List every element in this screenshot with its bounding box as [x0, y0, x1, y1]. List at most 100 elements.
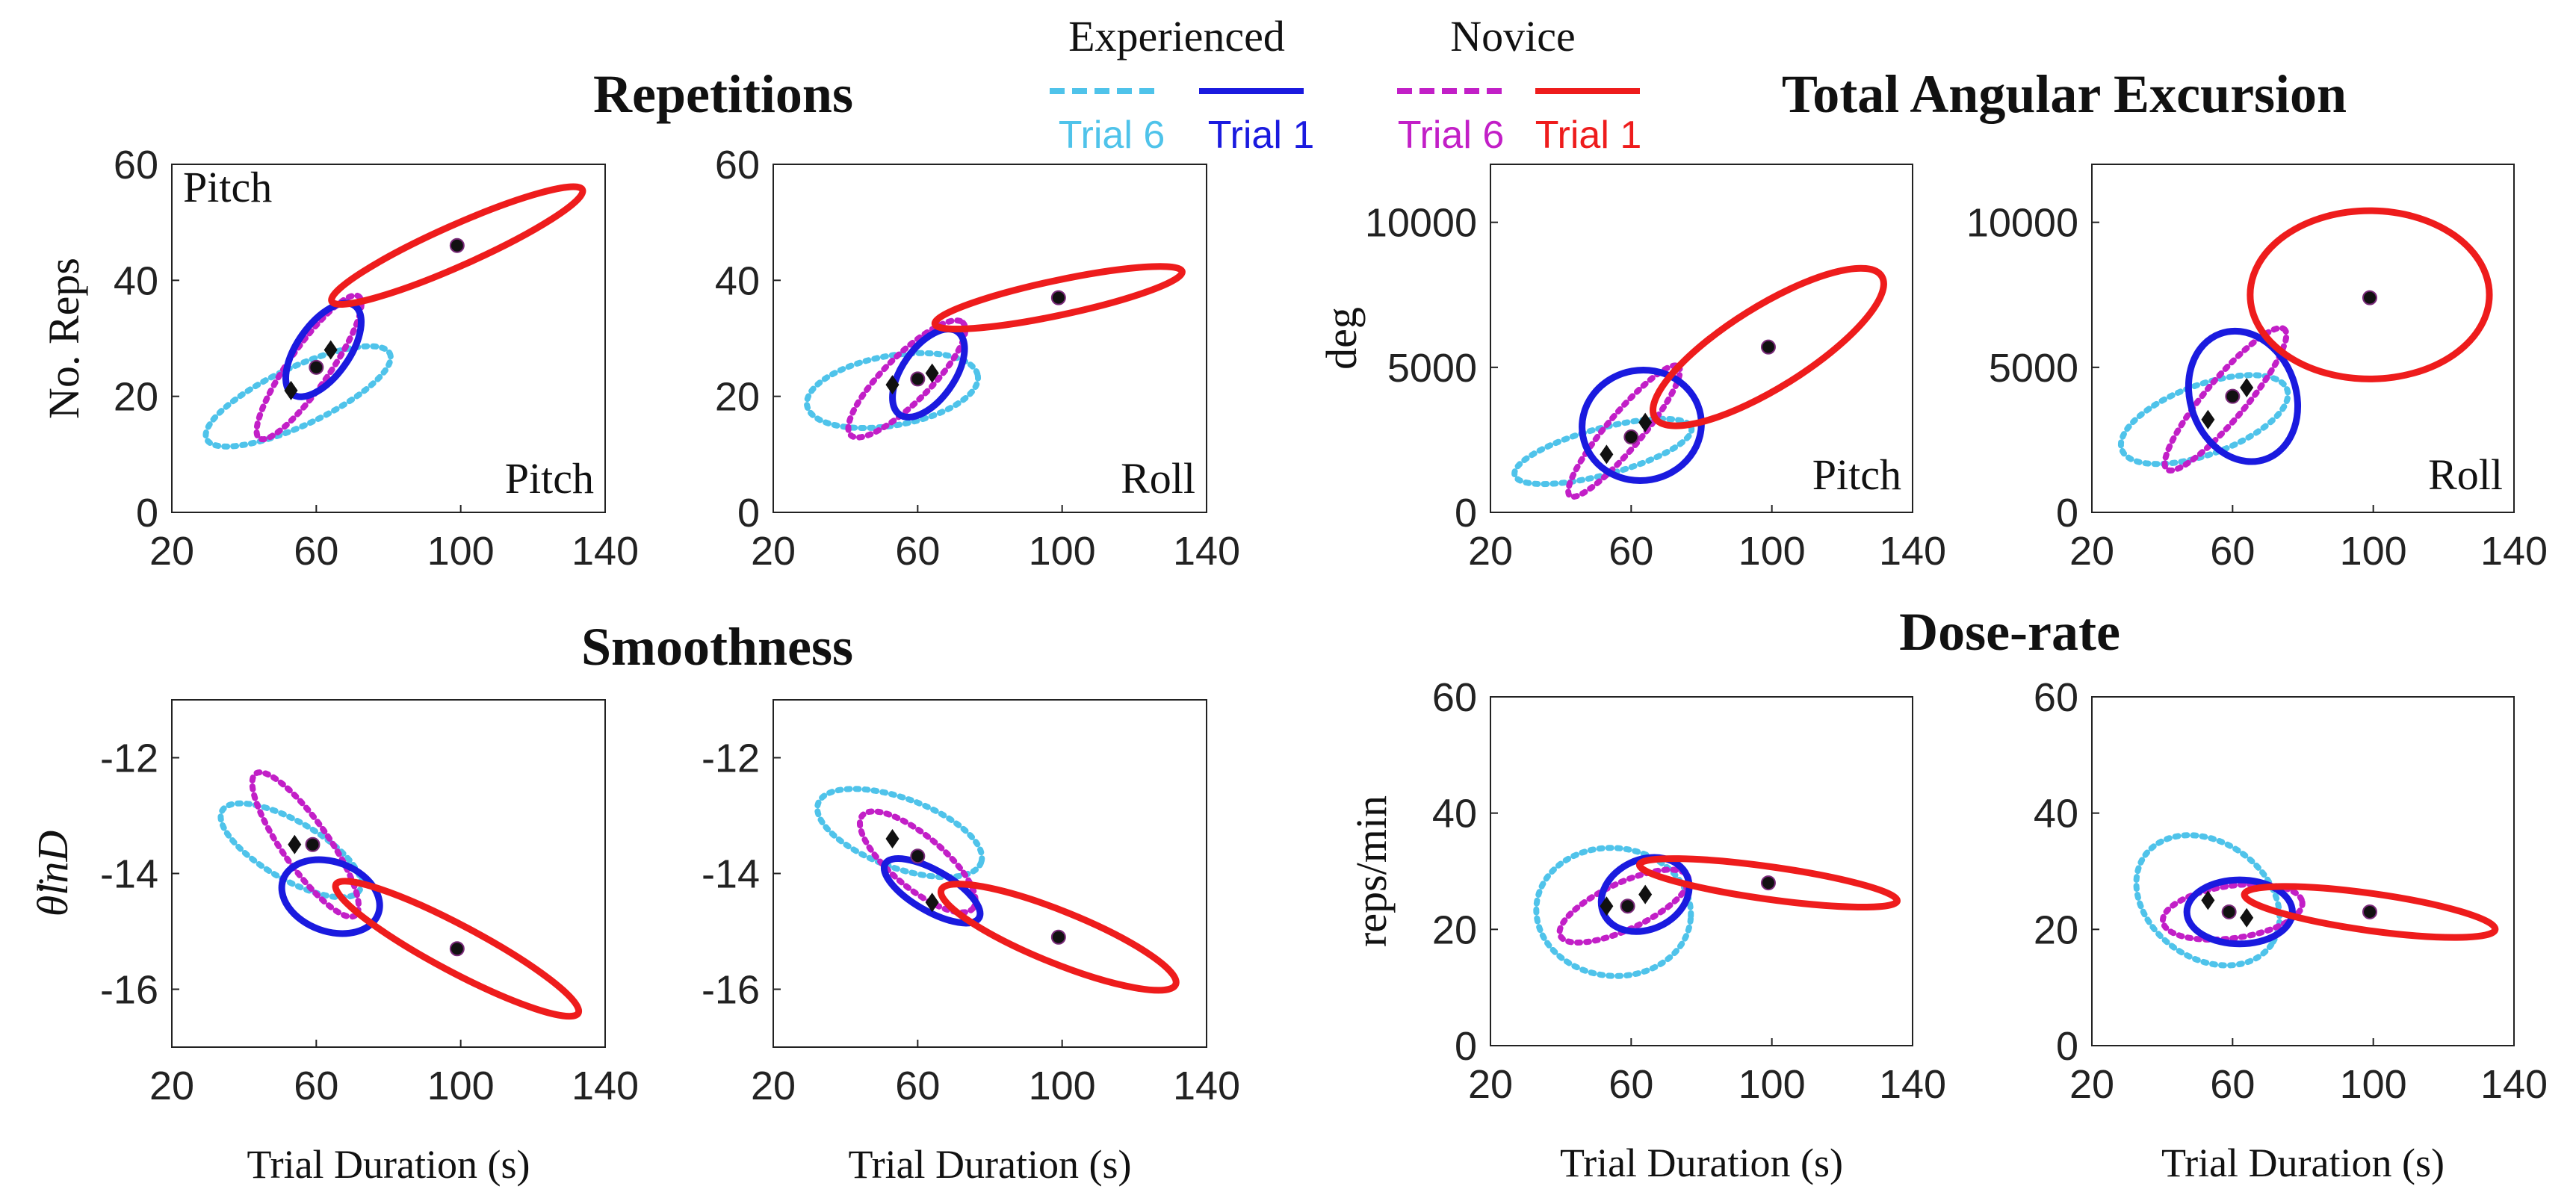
- y-tick-label: 20: [2034, 907, 2078, 952]
- point-dot: [2221, 904, 2237, 919]
- y-axis-label: θ̈lnD: [28, 831, 77, 917]
- y-tick-label: -12: [100, 736, 158, 781]
- point-diamond: [284, 380, 298, 400]
- y-tick-label: 40: [1432, 792, 1477, 837]
- x-tick-label: 20: [751, 1064, 796, 1108]
- ellipse-exp1: [1597, 854, 1693, 935]
- x-tick-label: 60: [294, 529, 338, 574]
- x-tick-label: 140: [1173, 1064, 1240, 1108]
- x-tick-label: 60: [2210, 1062, 2255, 1107]
- x-tick-label: 140: [1879, 529, 1946, 574]
- x-tick-label: 100: [427, 529, 495, 574]
- point-dot: [2362, 904, 2377, 919]
- panel-annotation: Roll: [2428, 450, 2503, 499]
- point-dot: [309, 359, 324, 375]
- x-tick-label: 140: [572, 1064, 639, 1108]
- x-tick-label: 140: [572, 529, 639, 574]
- ellipse-exp1: [2183, 876, 2296, 948]
- ellipse-exp6: [2133, 832, 2283, 969]
- section-title-dose-rate: Dose-rate: [1899, 602, 2120, 662]
- point-dot: [2362, 290, 2377, 305]
- ellipse-nov1: [2241, 883, 2499, 941]
- point-dot: [1760, 875, 1776, 891]
- legend-label-nov-trial6: Trial 6: [1398, 114, 1505, 157]
- y-axis-label: deg: [1317, 307, 1366, 370]
- ellipse-nov6: [249, 769, 362, 920]
- axes-box: [1490, 164, 1913, 513]
- x-tick-label: 20: [2069, 529, 2114, 574]
- point-dot: [1050, 929, 1066, 945]
- legend: Experienced Novice Trial 6 Trial 1 Trial…: [1050, 12, 1641, 157]
- y-tick-label: -14: [702, 852, 760, 897]
- y-tick-label: 40: [114, 258, 158, 303]
- x-tick-label: 60: [2210, 529, 2255, 574]
- ellipse-exp6: [803, 350, 982, 432]
- legend-label-exp-trial6: Trial 6: [1059, 114, 1165, 157]
- ellipse-nov1: [931, 263, 1186, 333]
- subplot-exc-pitch: 20 60 100 140 0 5000 10000 Pitch deg: [1317, 164, 1946, 574]
- ellipse-exp1: [1579, 367, 1705, 484]
- ellipse-nov1: [1635, 855, 1901, 911]
- ellipse-exp1: [880, 855, 984, 927]
- point-dot: [910, 848, 926, 864]
- y-axis-label: reps/min: [1347, 795, 1396, 947]
- x-tick-label: 20: [1468, 529, 1513, 574]
- ellipse-nov6: [845, 317, 969, 441]
- y-tick-label: 20: [1432, 907, 1477, 952]
- x-tick-label: 140: [1173, 529, 1240, 574]
- axes-box: [2091, 696, 2515, 1046]
- legend-label-exp-trial1: Trial 1: [1208, 114, 1315, 157]
- x-tick-label: 140: [2480, 1062, 2548, 1107]
- axes-box: [773, 164, 1207, 513]
- y-tick-label: 0: [2056, 491, 2078, 536]
- point-dot: [1623, 429, 1639, 445]
- x-tick-label: 60: [1609, 529, 1653, 574]
- point-diamond: [323, 340, 338, 360]
- section-title-repetitions: Repetitions: [593, 64, 853, 124]
- ellipse-exp1: [2185, 327, 2302, 465]
- point-diamond: [288, 834, 302, 854]
- x-tick-label: 20: [751, 529, 796, 574]
- x-tick-label: 60: [895, 529, 940, 574]
- x-axis-label: Trial Duration (s): [1560, 1140, 1843, 1185]
- point-dot: [449, 238, 465, 253]
- subplot-exc-roll: 20 60 100 140 0 5000 10000 Roll: [1966, 164, 2548, 574]
- ellipse-exp6: [1533, 845, 1694, 979]
- ellipse-exp6: [217, 800, 365, 901]
- x-axis-label: Trial Duration (s): [247, 1142, 530, 1187]
- y-tick-label: -16: [702, 968, 760, 1013]
- subplot-smooth-pitch: 20 60 100 140 -16 -14 -12 Trial Duration (s) θ̈l…: [28, 699, 639, 1187]
- x-tick-label: 100: [1739, 529, 1806, 574]
- x-tick-label: 100: [427, 1064, 495, 1108]
- y-tick-label: 0: [1455, 1024, 1477, 1069]
- point-diamond: [1600, 896, 1614, 916]
- x-tick-label: 60: [1609, 1062, 1653, 1107]
- y-tick-label: 0: [1455, 491, 1477, 536]
- y-tick-label: 60: [1432, 675, 1477, 720]
- ellipse-nov1: [2247, 207, 2493, 382]
- y-tick-label: 5000: [1989, 346, 2078, 391]
- ellipse-nov6: [2161, 325, 2290, 474]
- y-axis-label: No. Reps: [40, 258, 88, 419]
- x-tick-label: 60: [294, 1064, 338, 1108]
- x-axis-label: Trial Duration (s): [2161, 1140, 2445, 1185]
- x-tick-label: 140: [1879, 1062, 1946, 1107]
- y-tick-label: 60: [2034, 675, 2078, 720]
- y-tick-label: 10000: [1966, 201, 2078, 246]
- point-diamond: [2240, 907, 2254, 928]
- section-title-excursion: Total Angular Excursion: [1782, 64, 2347, 124]
- panel-annotation: Pitch: [183, 163, 272, 211]
- point-diamond: [885, 829, 900, 848]
- ellipse-exp6: [2117, 372, 2291, 468]
- ellipse-nov1: [328, 183, 586, 308]
- point-dot: [1620, 899, 1635, 914]
- axes-box: [171, 699, 606, 1048]
- point-dot: [1050, 290, 1066, 305]
- point-dot: [910, 371, 926, 387]
- point-diamond: [925, 893, 939, 913]
- ellipse-nov1: [332, 878, 583, 1020]
